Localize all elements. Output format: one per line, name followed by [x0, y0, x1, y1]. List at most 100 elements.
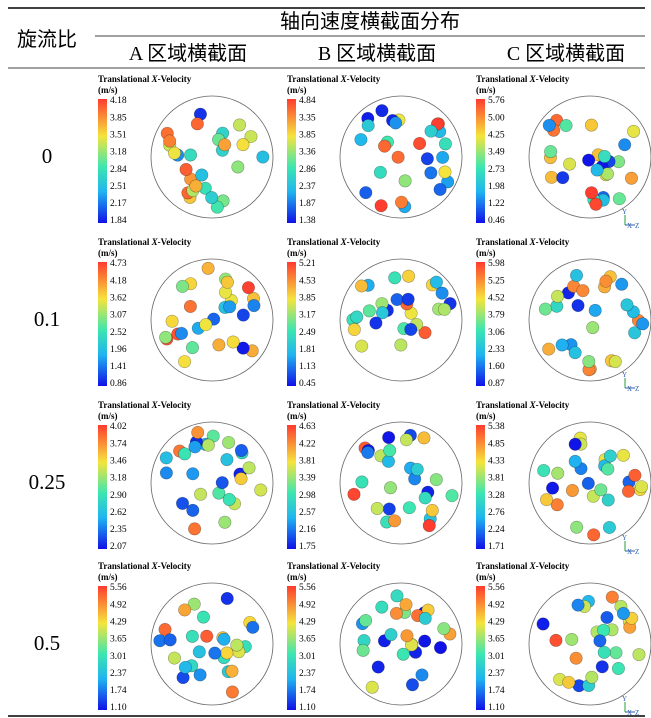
particle	[437, 622, 451, 636]
colorbar	[98, 262, 107, 386]
particle	[234, 443, 248, 457]
particle	[355, 475, 369, 489]
colorbar-tick: 3.06	[488, 328, 505, 338]
particle	[585, 670, 599, 684]
legend-title-end: -Velocity	[158, 400, 192, 410]
colorbar-tick: 3.79	[488, 311, 505, 321]
particle	[571, 299, 585, 313]
particle	[576, 284, 590, 298]
particle	[189, 179, 203, 193]
legend-title-end: -Velocity	[158, 74, 192, 84]
legend-title-start: Translational	[287, 400, 341, 410]
colorbar	[98, 425, 107, 549]
particle	[212, 338, 226, 352]
colorbar-tick: 4.18	[110, 276, 127, 286]
particle	[196, 610, 210, 624]
colorbar-tick: 4.29	[299, 617, 316, 627]
colorbar-tick: 3.81	[488, 474, 505, 484]
particle	[254, 483, 268, 497]
colorbar-tick: 4.73	[110, 259, 127, 269]
legend-title: Translational X-Velocity	[476, 400, 570, 410]
particle	[621, 484, 635, 498]
colorbar-tick: 0.87	[488, 379, 505, 389]
legend-title-axis: X	[151, 561, 159, 571]
legend-title-end: -Velocity	[158, 561, 192, 571]
particle	[537, 464, 551, 478]
legend-title: Translational X-Velocity	[476, 237, 570, 247]
particle	[175, 279, 189, 293]
colorbar-tick: 4.85	[488, 439, 505, 449]
particle	[570, 268, 584, 282]
legend-title: Translational X-Velocity	[98, 561, 192, 571]
domain-boundary	[339, 421, 463, 545]
particle	[188, 522, 202, 536]
particle	[359, 186, 373, 200]
particle	[398, 174, 412, 188]
particle	[399, 433, 413, 447]
colorbar-tick: 2.57	[299, 508, 316, 518]
legend-title-axis: X	[340, 400, 348, 410]
triad-label: Y	[622, 534, 627, 542]
colorbar-tick: 4.33	[488, 456, 505, 466]
legend-title-start: Translational	[98, 237, 152, 247]
particle	[179, 163, 193, 177]
particle	[165, 314, 179, 328]
particle	[565, 632, 579, 646]
column-header: C 区域横截面	[507, 42, 625, 65]
particle	[565, 484, 579, 498]
colorbar-tick: 4.18	[110, 96, 127, 106]
colorbar-tick: 4.92	[488, 600, 505, 610]
legend-unit: (m/s)	[287, 248, 307, 258]
particle	[222, 493, 236, 507]
particle	[435, 286, 449, 300]
particle	[544, 145, 558, 159]
particle	[383, 481, 397, 495]
triad-label: Z	[635, 709, 639, 717]
colorbar-tick: 1.13	[299, 362, 316, 372]
particle	[236, 308, 250, 322]
particle	[190, 117, 204, 131]
particle	[256, 150, 270, 164]
colorbar-tick: 3.65	[110, 635, 127, 645]
particle	[375, 306, 389, 320]
legend-title-end: -Velocity	[536, 74, 570, 84]
domain-boundary	[528, 95, 651, 219]
colorbar-tick: 1.41	[110, 362, 127, 372]
particle	[429, 473, 443, 487]
colorbar-tick: 1.10	[299, 703, 316, 713]
particle	[562, 675, 576, 689]
domain-boundary	[528, 421, 651, 545]
legend-title-start: Translational	[287, 561, 341, 571]
legend-title-start: Translational	[476, 400, 530, 410]
legend-title-start: Translational	[98, 400, 152, 410]
colorbar-tick: 4.53	[299, 276, 316, 286]
particle	[568, 437, 582, 451]
particle	[597, 645, 611, 659]
colorbar-tick: 2.24	[488, 525, 505, 535]
particle	[588, 303, 602, 317]
particle	[201, 261, 215, 275]
legend-title-axis: X	[340, 561, 348, 571]
particle	[163, 633, 177, 647]
colorbar-tick: 1.38	[299, 216, 316, 226]
particle	[616, 448, 630, 462]
legend-title-axis: X	[340, 74, 348, 84]
particle	[424, 166, 438, 180]
particle	[347, 487, 361, 501]
particle	[420, 152, 434, 166]
colorbar-tick: 1.74	[299, 686, 316, 696]
particle	[602, 520, 616, 534]
colorbar-tick: 4.52	[488, 293, 505, 303]
particle	[371, 660, 385, 674]
domain-boundary	[150, 582, 274, 706]
particle	[636, 317, 650, 331]
colorbar-tick: 2.33	[488, 345, 505, 355]
colorbar-tick: 2.76	[488, 508, 505, 518]
particle	[175, 326, 189, 340]
particle	[595, 660, 609, 674]
particle	[585, 186, 599, 200]
legend-title-end: -Velocity	[536, 400, 570, 410]
particle	[233, 118, 247, 132]
particle	[545, 170, 559, 184]
particle	[389, 116, 403, 130]
